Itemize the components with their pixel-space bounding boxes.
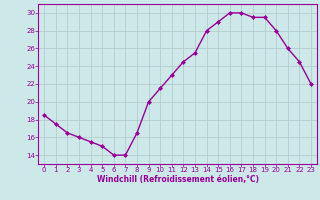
X-axis label: Windchill (Refroidissement éolien,°C): Windchill (Refroidissement éolien,°C) [97,175,259,184]
